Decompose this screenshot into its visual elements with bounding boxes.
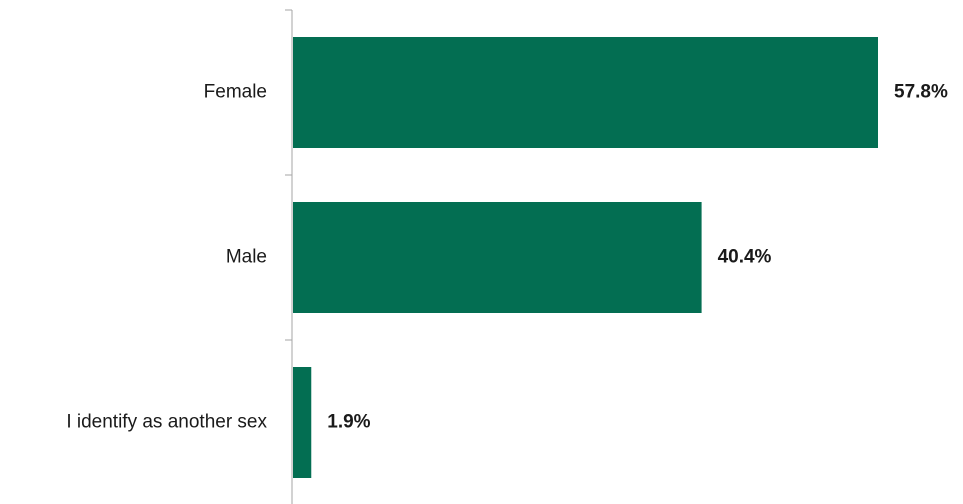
category-axis [285, 9, 293, 504]
bars [293, 37, 878, 478]
bar-female [293, 37, 878, 148]
category-label: Female [204, 82, 267, 103]
value-label: 1.9% [327, 412, 370, 433]
labels: Female 57.8% Male 40.4% I identify as anothe… [66, 82, 948, 433]
category-label: Male [226, 247, 267, 268]
bar-i-identify-as-another-sex [293, 367, 312, 478]
value-label: 40.4% [718, 247, 772, 268]
value-label: 57.8% [894, 82, 948, 103]
bar-male [293, 202, 702, 313]
category-label: I identify as another sex [66, 412, 267, 433]
